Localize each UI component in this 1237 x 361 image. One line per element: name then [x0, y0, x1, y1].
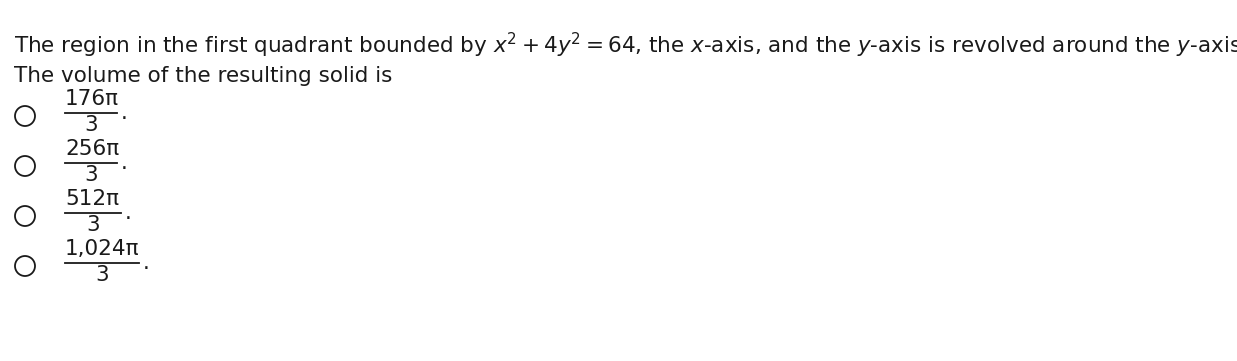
- Text: .: .: [143, 253, 150, 273]
- Text: .: .: [125, 203, 131, 223]
- Text: The volume of the resulting solid is: The volume of the resulting solid is: [14, 66, 392, 86]
- Text: .: .: [121, 103, 127, 123]
- Text: 512π: 512π: [66, 189, 119, 209]
- Text: 1,024π: 1,024π: [66, 239, 140, 259]
- Text: 3: 3: [84, 115, 98, 135]
- Text: .: .: [121, 153, 127, 173]
- Text: 176π: 176π: [66, 89, 119, 109]
- Text: 3: 3: [84, 165, 98, 185]
- Text: 3: 3: [95, 265, 109, 285]
- Text: 256π: 256π: [66, 139, 119, 159]
- Text: The region in the first quadrant bounded by $x^2 + 4y^2 = 64$, the $x$-axis, and: The region in the first quadrant bounded…: [14, 31, 1237, 60]
- Text: 3: 3: [87, 215, 100, 235]
